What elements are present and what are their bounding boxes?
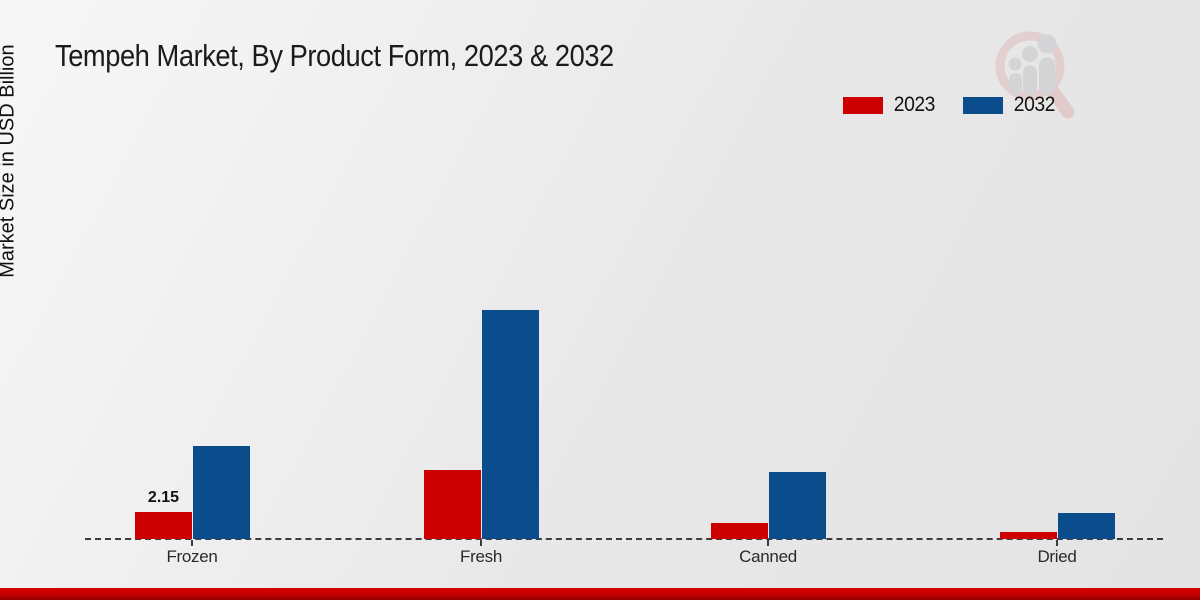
x-tick-frozen bbox=[191, 540, 193, 546]
x-label-dried: Dried bbox=[1037, 547, 1077, 566]
bottom-accent-bar bbox=[0, 588, 1200, 600]
x-tick-dried bbox=[1056, 540, 1058, 546]
chart-title: Tempeh Market, By Product Form, 2023 & 2… bbox=[55, 38, 614, 73]
x-tick-fresh bbox=[480, 540, 482, 546]
bar-2023-fresh bbox=[424, 470, 481, 539]
legend: 2023 2032 bbox=[843, 93, 1056, 117]
bar-2032-dried bbox=[1058, 513, 1115, 539]
x-tick-canned bbox=[767, 540, 769, 546]
legend-label-2032: 2032 bbox=[1013, 93, 1056, 116]
bar-2023-canned bbox=[711, 523, 768, 539]
chart-magnifier-logo bbox=[995, 31, 1075, 119]
bar-2032-frozen bbox=[193, 446, 250, 539]
x-label-canned: Canned bbox=[739, 547, 797, 566]
bar-2032-fresh bbox=[482, 310, 539, 539]
bar-2023-dried bbox=[1000, 532, 1057, 539]
bar-2023-frozen bbox=[135, 512, 192, 539]
data-label-2023-frozen: 2.15 bbox=[147, 489, 180, 506]
legend-label-2023: 2023 bbox=[893, 93, 936, 116]
x-axis-baseline bbox=[85, 538, 1163, 540]
legend-swatch-2032 bbox=[962, 96, 1003, 114]
x-label-frozen: Frozen bbox=[166, 547, 218, 566]
legend-swatch-2023 bbox=[843, 96, 883, 114]
legend-item-2023: 2023 bbox=[843, 93, 937, 117]
legend-item-2032: 2032 bbox=[962, 93, 1057, 117]
x-label-fresh: Fresh bbox=[460, 547, 502, 566]
bar-2032-canned bbox=[769, 472, 826, 539]
